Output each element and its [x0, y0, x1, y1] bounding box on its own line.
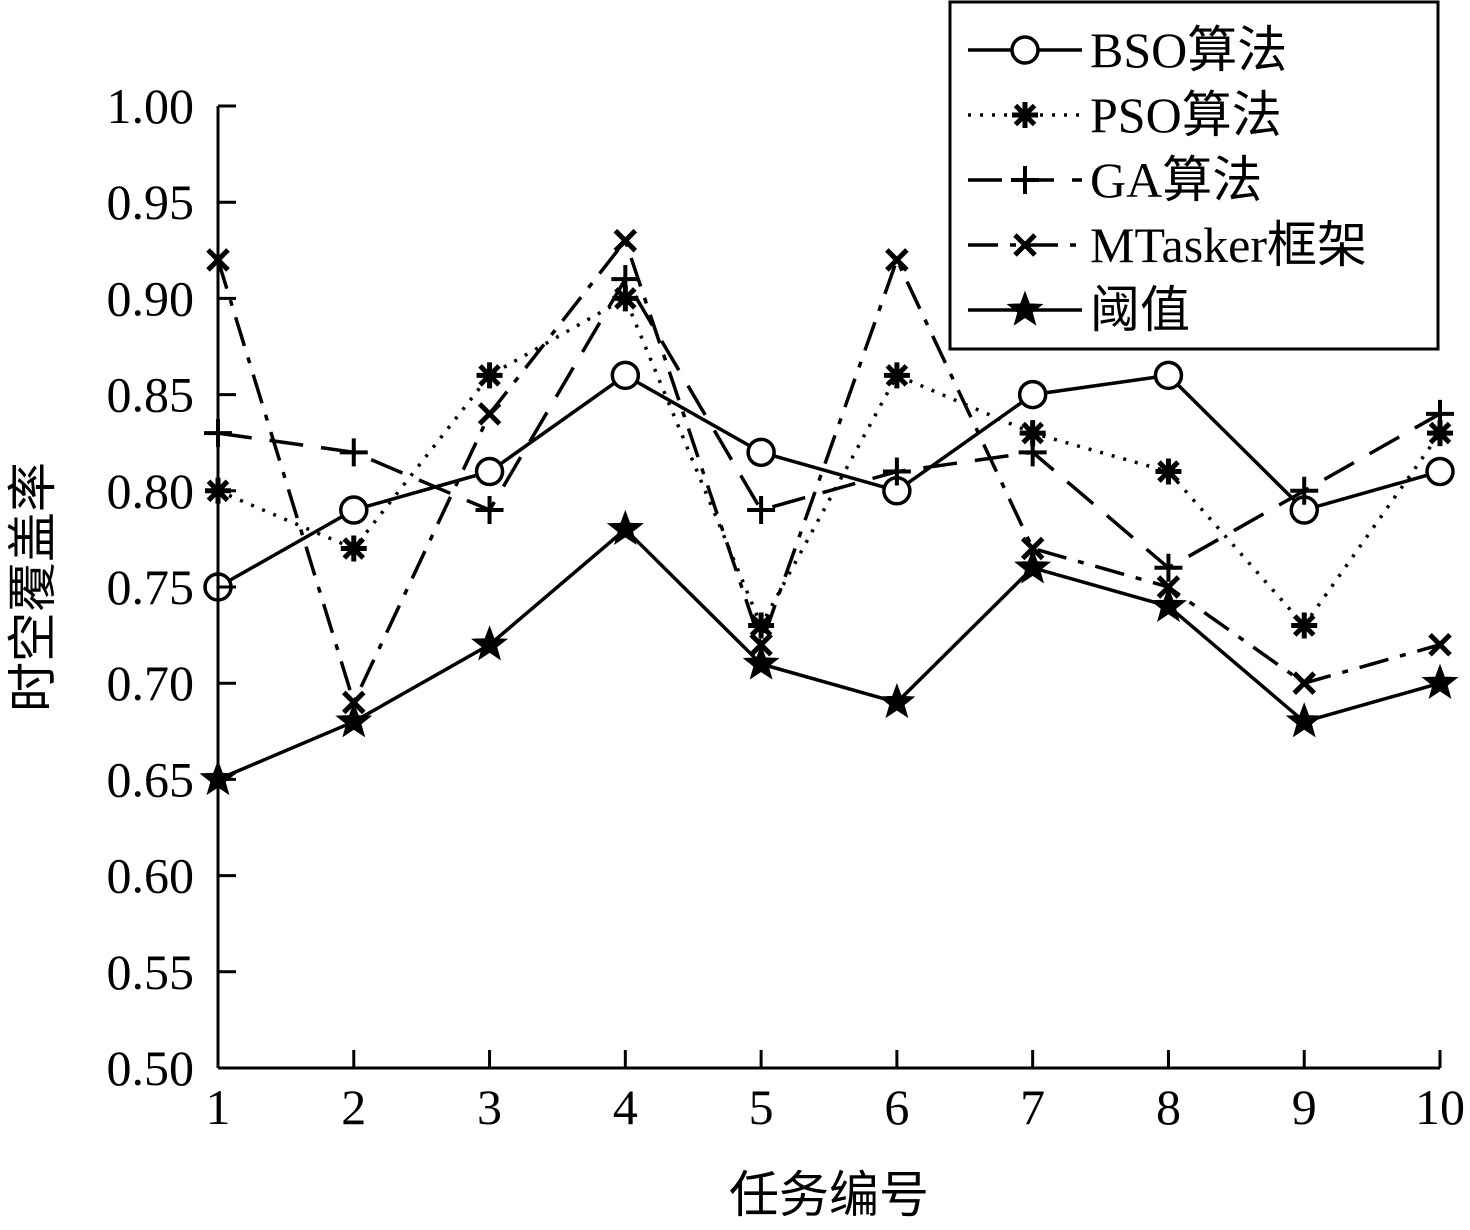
y-axis-title: 时空覆盖率: [5, 462, 61, 712]
series-5-point: [1149, 586, 1187, 622]
series-3-point: [1154, 553, 1183, 582]
series-5-point: [1421, 663, 1459, 699]
legend-item: BSO算法: [968, 22, 1287, 78]
legend-marker: [1010, 35, 1040, 65]
legend-marker: [1013, 233, 1037, 257]
series-4-point: [1292, 671, 1316, 695]
series-1-point: [1017, 379, 1048, 410]
series-3-point: [611, 265, 640, 294]
x-axis-title: 任务编号: [729, 1167, 929, 1223]
y-tick-label: 0.75: [107, 559, 195, 615]
plot-lines: [199, 228, 1459, 796]
y-tick-label: 0.50: [107, 1040, 195, 1096]
series-3-line: [217, 275, 1441, 570]
y-tick-label: 0.60: [107, 848, 195, 904]
series-2-point: [340, 535, 367, 562]
series-3-point: [339, 438, 368, 467]
series-5-point: [1014, 548, 1052, 584]
legend-label: BSO算法: [1090, 22, 1287, 78]
x-tick-label: 6: [884, 1079, 909, 1135]
series-4-point: [613, 228, 638, 253]
series-5-point: [878, 682, 916, 719]
series-1-line: [217, 373, 1441, 589]
x-tick-label: 4: [613, 1079, 638, 1135]
series-5-point: [742, 644, 780, 680]
series-5-point: [471, 625, 509, 661]
series-5-line: [217, 526, 1441, 782]
series-2-point: [1155, 458, 1182, 485]
series-5: [199, 509, 1459, 796]
series-1-point: [610, 360, 641, 391]
series-3-point: [747, 496, 776, 525]
series-2-point: [1019, 420, 1046, 447]
legend-label: MTasker框架: [1090, 217, 1367, 273]
series-1-point: [1153, 360, 1184, 391]
x-ticks: 1 2 3 4 5 6 7 8 9 10: [206, 1050, 1465, 1135]
series-2-point: [883, 362, 910, 389]
legend-marker: [1006, 290, 1044, 326]
series-2-point: [1291, 612, 1318, 639]
legend-label: GA算法: [1090, 152, 1262, 208]
x-tick-label: 2: [341, 1079, 366, 1135]
y-tick-label: 0.55: [107, 944, 195, 1000]
legend-item: GA算法: [968, 152, 1262, 208]
series-2-line: [217, 295, 1442, 630]
series-5-point: [335, 702, 373, 738]
x-tick-label: 1: [206, 1079, 231, 1135]
legend-item: MTasker框架: [968, 217, 1367, 273]
series-5-point: [1285, 702, 1323, 738]
legend-item: 阈值: [968, 282, 1190, 338]
series-3-point: [1290, 476, 1319, 505]
series-4-point: [885, 248, 909, 272]
y-tick-label: 0.80: [107, 463, 195, 519]
legend-label: 阈值: [1090, 282, 1190, 338]
y-tick-label: 0.90: [107, 270, 195, 326]
series-4-point: [477, 402, 502, 426]
series-2-point: [1427, 420, 1453, 447]
y-tick-label: 0.85: [107, 367, 195, 423]
series-4-line: [216, 237, 1441, 708]
series-4: [206, 228, 1452, 715]
series-1: [203, 360, 1455, 602]
y-ticks: 0.50 0.55 0.60 0.65 0.70 0.75 0.80 0.85 0.90 0.95…: [107, 78, 236, 1096]
x-tick-label: 3: [477, 1079, 502, 1135]
series-2-point: [476, 362, 503, 389]
y-tick-label: 0.70: [107, 655, 195, 711]
x-tick-label: 5: [749, 1079, 774, 1135]
series-3-point: [882, 457, 911, 486]
series-1-point: [474, 456, 505, 487]
y-tick-label: 1.00: [107, 78, 195, 134]
axes: 0.50 0.55 0.60 0.65 0.70 0.75 0.80 0.85 0.90 0.95…: [107, 78, 1466, 1135]
y-tick-label: 0.65: [107, 751, 195, 807]
series-2-point: [612, 285, 639, 312]
x-tick-label: 7: [1020, 1079, 1045, 1135]
series-1-point: [1425, 456, 1455, 487]
legend-marker: [1011, 166, 1039, 194]
legend-label: PSO算法: [1090, 87, 1282, 143]
x-tick-label: 10: [1415, 1079, 1465, 1135]
y-tick-label: 0.95: [107, 174, 195, 230]
x-tick-label: 9: [1292, 1079, 1317, 1135]
legend-marker: [1012, 102, 1038, 128]
series-3-point: [1018, 438, 1047, 467]
series-2-point: [748, 612, 775, 639]
series-4-point: [1428, 632, 1452, 657]
series-1-point: [339, 495, 369, 525]
series-5-point: [606, 509, 644, 545]
legend-item: PSO算法: [968, 87, 1282, 143]
series-3-point: [1426, 399, 1454, 428]
series-3-point: [475, 496, 504, 525]
series-1-point: [746, 437, 776, 468]
x-tick-label: 8: [1156, 1079, 1181, 1135]
